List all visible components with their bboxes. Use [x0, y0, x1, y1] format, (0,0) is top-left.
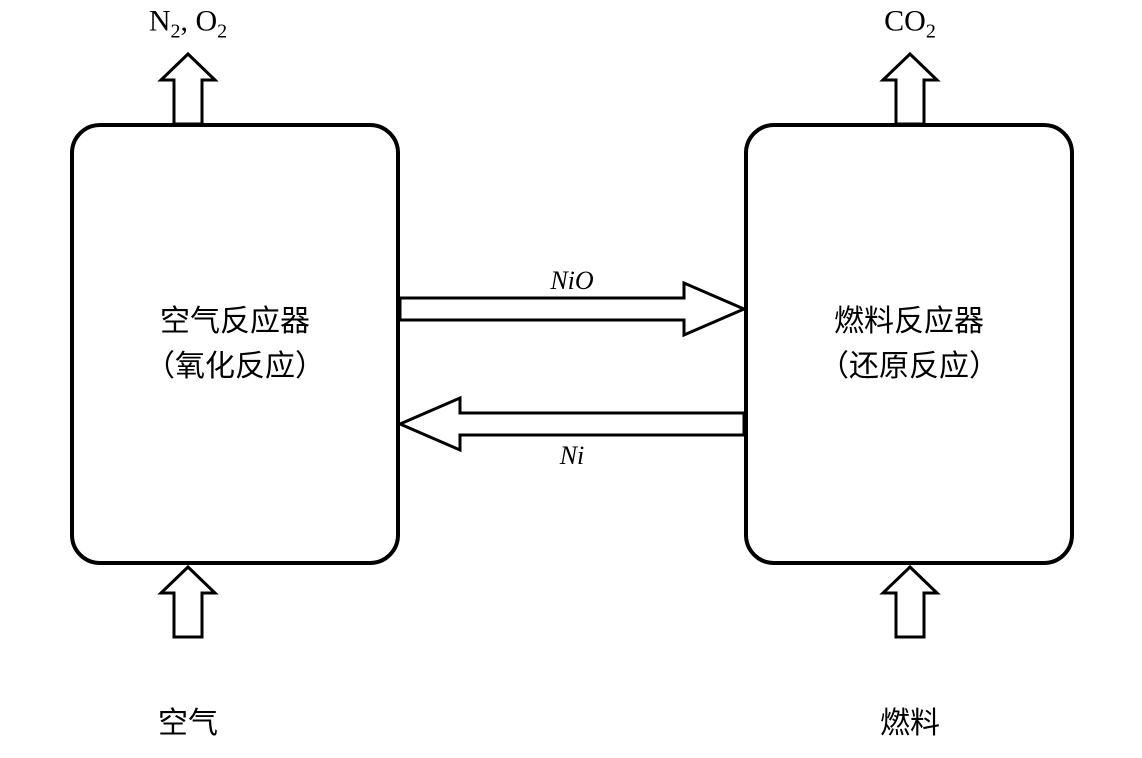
- right-bottom-input-label: 燃料: [880, 698, 940, 742]
- air-reactor-line1: 空气反应器: [160, 299, 310, 344]
- ni-arrow-label: Ni: [560, 441, 585, 471]
- air-reactor-line2: （氧化反应）: [145, 344, 325, 389]
- air-reactor-box: 空气反应器 （氧化反应）: [70, 123, 400, 565]
- right-top-output-label: CO2: [884, 5, 936, 44]
- fuel-reactor-line1: 燃料反应器: [834, 299, 984, 344]
- left-bottom-input-label: 空气: [158, 698, 218, 742]
- fuel-reactor-box: 燃料反应器 （还原反应）: [744, 123, 1074, 565]
- fuel-reactor-line2: （还原反应）: [819, 344, 999, 389]
- left-top-output-label: N2, O2: [149, 5, 227, 44]
- nio-arrow-label: NiO: [550, 266, 593, 296]
- diagram-canvas: 空气反应器 （氧化反应） 燃料反应器 （还原反应） N2, O2 CO2 空气 …: [0, 0, 1142, 758]
